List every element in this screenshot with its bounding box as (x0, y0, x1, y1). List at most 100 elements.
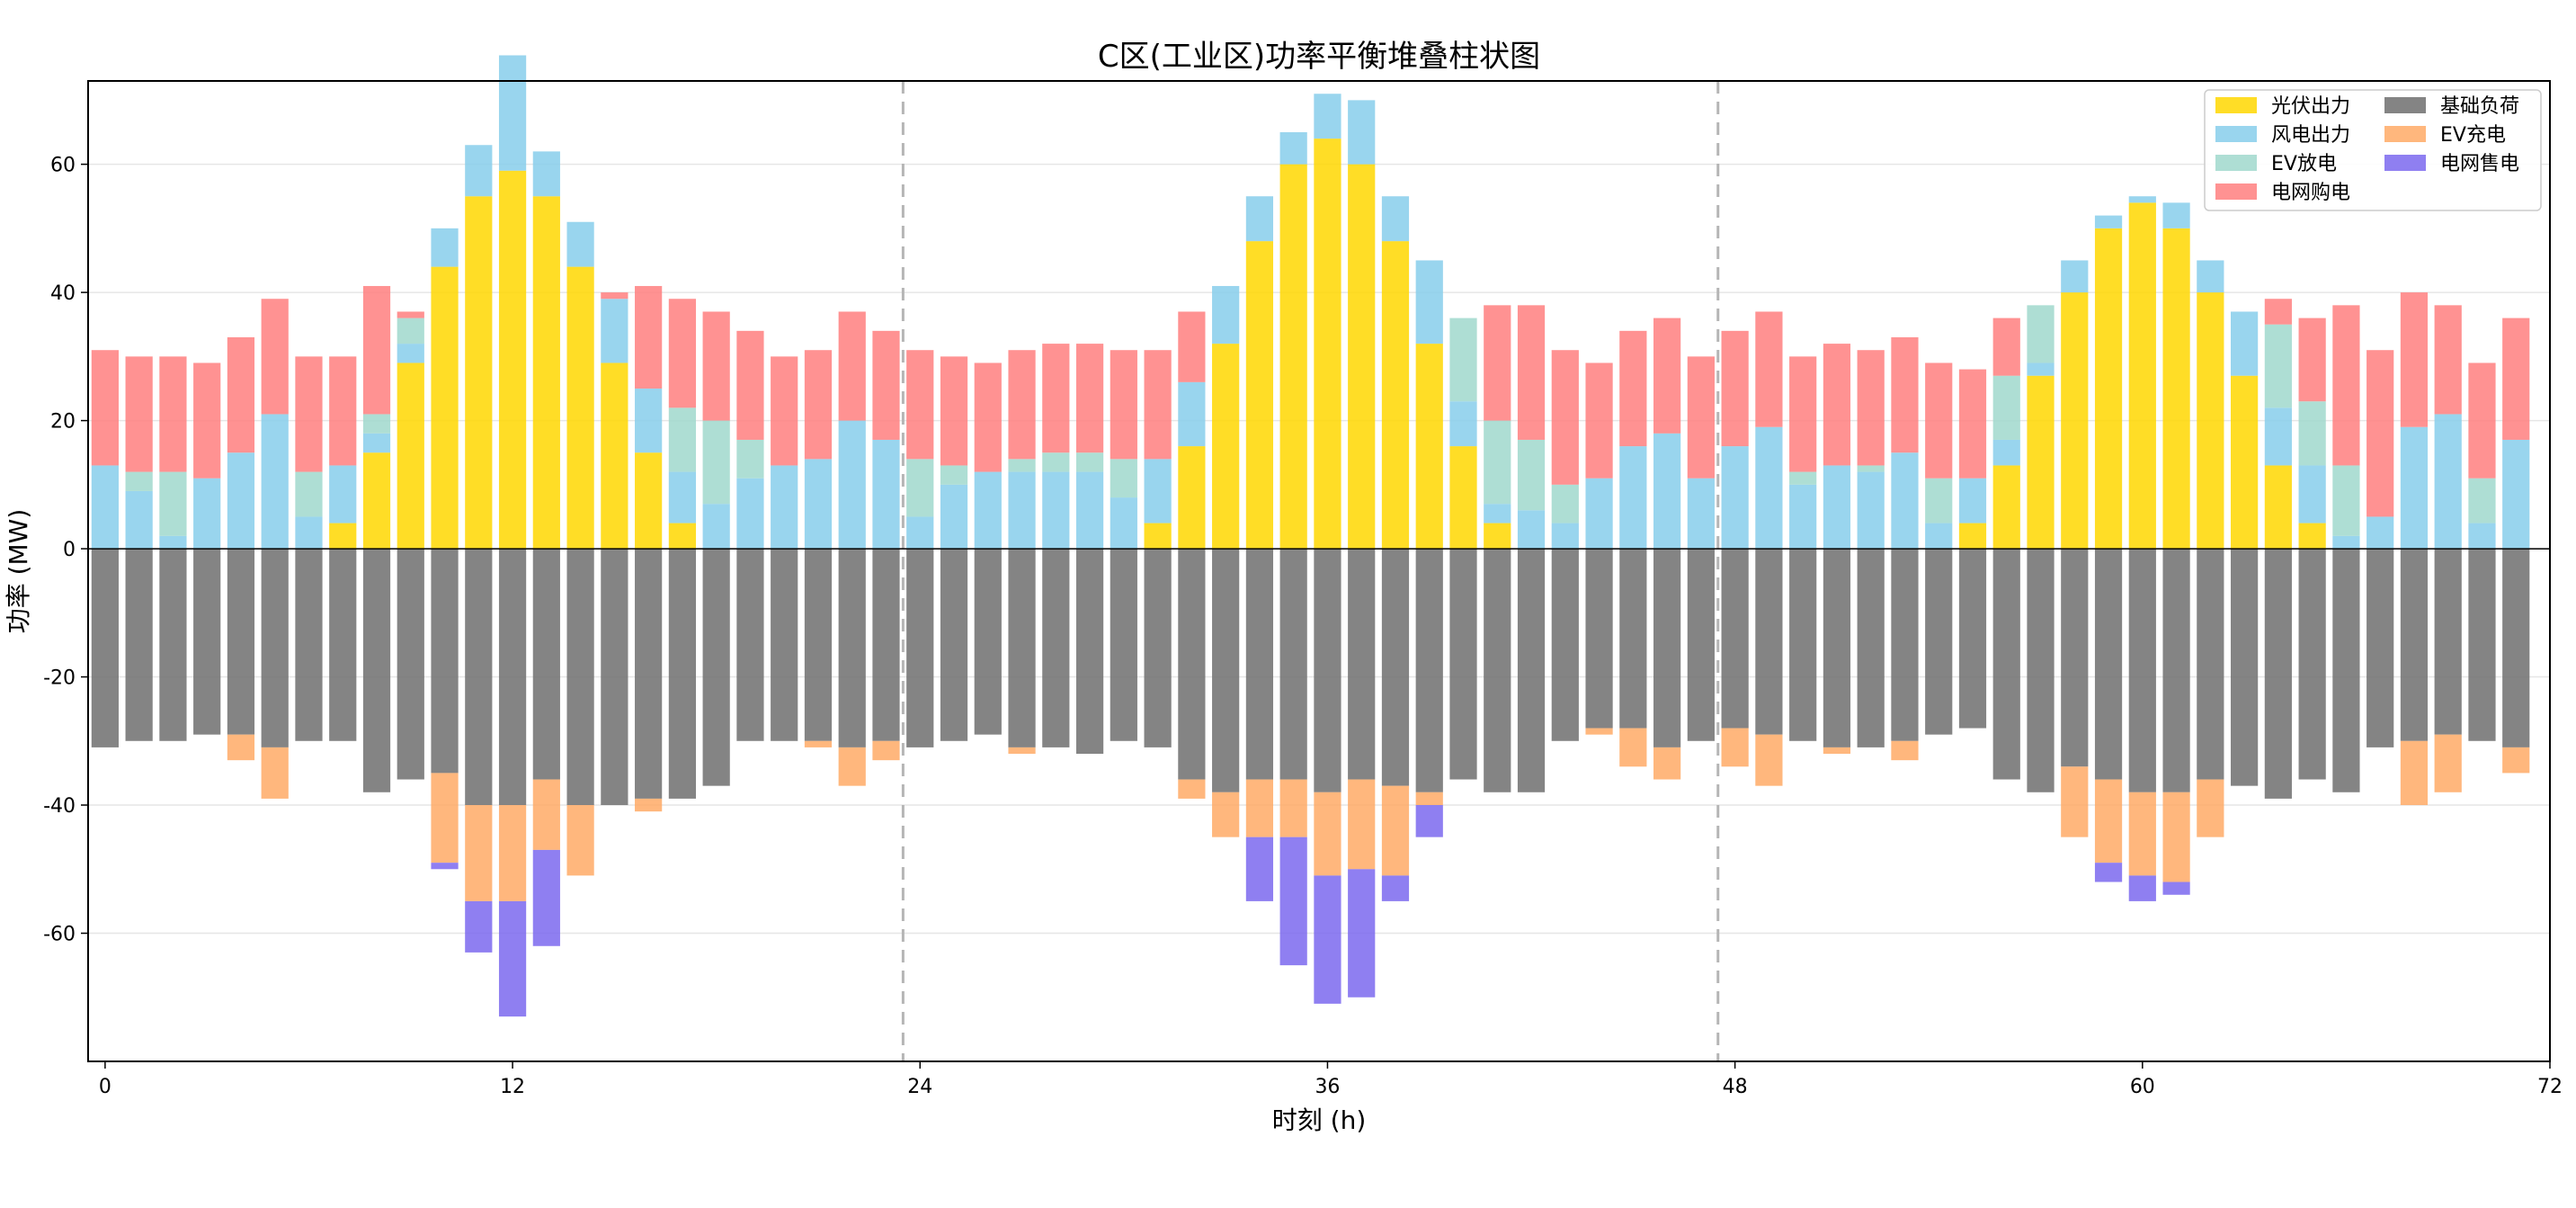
legend-label: 风电出力 (2271, 124, 2350, 147)
bar-segment (465, 196, 493, 550)
bar-segment (1755, 426, 1783, 550)
bar-segment (1144, 523, 1172, 550)
bar-segment (974, 549, 1002, 735)
bar-segment (2468, 549, 2496, 741)
bar-segment (1348, 549, 1376, 780)
bar-segment (872, 549, 900, 741)
bar-segment (1925, 549, 1953, 735)
bar-segment (1245, 196, 1274, 242)
bar-segment (702, 420, 730, 505)
legend-label: 电网售电 (2440, 153, 2519, 175)
bar-segment (1279, 837, 1307, 966)
bar-segment (2162, 881, 2190, 895)
bar-segment (498, 170, 527, 550)
bar-segment (635, 388, 663, 453)
bar-segment (2502, 549, 2530, 747)
bar-segment (1653, 549, 1681, 747)
bar-segment (1551, 484, 1579, 523)
bar-segment (329, 549, 357, 741)
bar-segment (227, 336, 255, 453)
bar-segment (2332, 535, 2360, 550)
bar-segment (1415, 260, 1443, 345)
bar-segment (397, 344, 424, 363)
bar-segment (362, 433, 391, 453)
bar-segment (601, 362, 628, 550)
bar-segment (1823, 344, 1851, 466)
bar-segment (804, 459, 833, 550)
legend-label: EV放电 (2271, 153, 2337, 175)
bar-segment (804, 740, 833, 747)
bar-segment (2298, 401, 2326, 466)
bar-segment (261, 299, 289, 415)
bar-segment (1110, 549, 1137, 741)
bar-segment (2400, 549, 2429, 741)
x-axis-ticks: 0 12 24 36 48 60 72 (99, 1061, 2563, 1098)
bar-segment (1144, 350, 1172, 460)
x-tick-label: 72 (2537, 1076, 2563, 1098)
bar-segment (804, 549, 833, 741)
bar-segment (1585, 362, 1613, 479)
bar-segment (566, 221, 594, 267)
plot-frame (87, 80, 2551, 1062)
bar-segment (2332, 465, 2360, 536)
bar-segment (2061, 292, 2089, 550)
bar-segment (91, 549, 119, 747)
bar-segment (635, 798, 663, 812)
x-tick-label: 60 (2130, 1076, 2155, 1098)
bar-segment (1484, 549, 1511, 792)
bar-segment (1484, 420, 1511, 505)
bar-segment (532, 151, 560, 197)
bar-segment (601, 292, 628, 300)
bar-segment (872, 740, 900, 761)
bar-segment (1653, 318, 1681, 434)
bar-segment (2502, 747, 2530, 774)
bar-segment (1075, 471, 1104, 550)
bar-segment (465, 549, 493, 806)
bar-segment (1891, 549, 1919, 741)
bar-segment (1619, 728, 1647, 767)
bar-segment (2434, 414, 2462, 550)
bar-segment (940, 484, 968, 550)
bar-segment (295, 516, 323, 550)
bar-segment (159, 535, 187, 550)
legend-box (2204, 89, 2542, 211)
bar-segment (2231, 311, 2259, 376)
chart-title: C区(工业区)功率平衡堆叠柱状图 (1098, 39, 1540, 75)
legend-label: 基础负荷 (2440, 95, 2519, 118)
bar-segment (668, 471, 697, 523)
bar-segment (1653, 433, 1681, 550)
bar-segment (1245, 779, 1274, 837)
legend-label: EV充电 (2440, 124, 2506, 147)
bar-segment (1687, 356, 1715, 479)
bar-segment (2502, 318, 2530, 440)
bar-segment (2264, 324, 2292, 408)
x-tick-label: 12 (500, 1076, 525, 1098)
bar-segment (668, 549, 697, 799)
bar-segment (1110, 497, 1137, 550)
bar-segment (362, 285, 391, 415)
bar-segment (2434, 734, 2462, 792)
bar-segment (2298, 318, 2326, 402)
bar-segment (2094, 779, 2123, 863)
bar-segment (1925, 362, 1953, 479)
bar-segment (1381, 875, 1410, 901)
bar-segment (2367, 350, 2394, 517)
bar-segment (1314, 139, 1341, 550)
bar-segment (940, 356, 968, 466)
bar-segment (431, 863, 459, 870)
bar-segment (2162, 549, 2190, 792)
y-tick-label: -40 (43, 795, 76, 818)
bar-segment (159, 471, 187, 536)
legend-swatch (2384, 126, 2426, 142)
bar-segment (465, 145, 493, 197)
bar-segment (159, 356, 187, 472)
bar-segment (397, 318, 424, 345)
bar-segment (397, 549, 424, 780)
y-tick-label: 60 (50, 155, 76, 177)
bar-segment (2298, 465, 2326, 523)
bar-segment (261, 414, 289, 550)
bar-segment (431, 549, 459, 774)
bar-segment (2197, 292, 2224, 550)
bar-segment (465, 900, 493, 953)
bar-segment (2264, 407, 2292, 466)
